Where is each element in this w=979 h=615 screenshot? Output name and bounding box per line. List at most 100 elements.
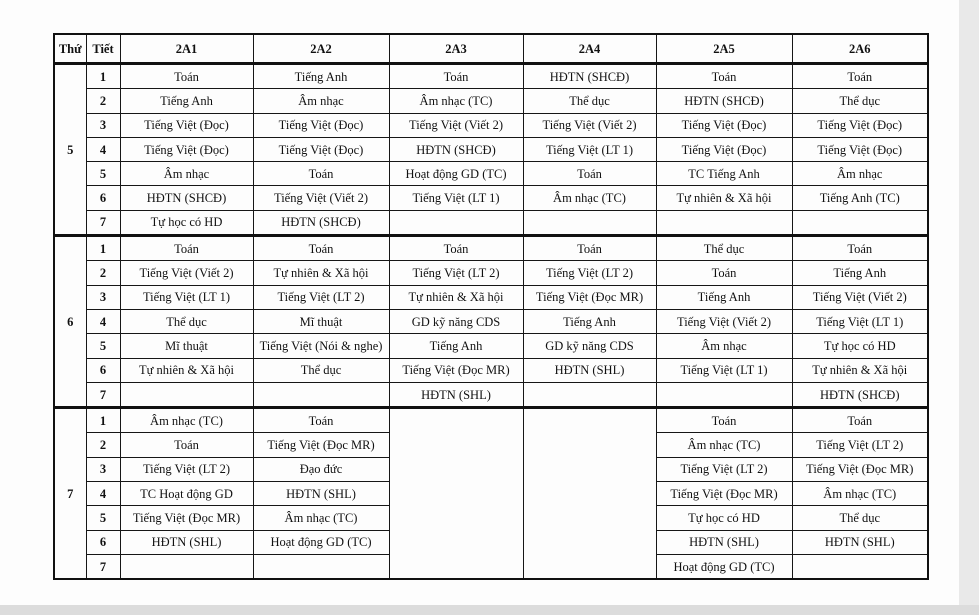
subject-cell: Tiếng Việt (Viết 2) [655, 308, 793, 335]
subject-cell: TC Tiếng Anh [655, 161, 793, 187]
subject-cell: HĐTN (SHL) [522, 357, 657, 383]
bottom-bar [0, 605, 979, 615]
subject-cell: Tiếng Việt (LT 2) [119, 456, 254, 483]
period-cell: 6 [85, 185, 121, 211]
period-cell: 7 [85, 209, 121, 237]
subject-cell: Tiếng Việt (Đọc MR) [388, 357, 524, 383]
table-row: 4 Tiếng Việt (Đọc) Tiếng Việt (Đọc) HĐTN (S… [54, 136, 929, 163]
subject-cell: Mĩ thuật [252, 308, 390, 335]
subject-cell: Tiếng Việt (Viết 2) [119, 260, 254, 286]
subject-cell: Thể dục [522, 88, 657, 114]
table-row: 3 Tiếng Việt (LT 2) Đạo đức Tiếng Việt (LT … [54, 456, 929, 483]
table-row: 3 Tiếng Việt (Đọc) Tiếng Việt (Đọc) Tiếng V… [54, 112, 929, 138]
subject-cell: Âm nhạc [252, 88, 390, 114]
subject-cell: Tiếng Anh [791, 260, 929, 286]
subject-cell: HĐTN (SHL) [655, 529, 793, 555]
subject-cell: HĐTN (SHL) [119, 529, 254, 555]
period-cell: 2 [85, 260, 121, 286]
timetable: Thứ Tiết 2A1 2A2 2A3 2A4 2A5 2A6 5 1 Toán T… [53, 33, 929, 581]
table-row: 5 Tiếng Việt (Đọc MR) Âm nhạc (TC) Tự học c… [54, 505, 929, 531]
scroll-gutter [959, 0, 979, 615]
subject-cell: Tự nhiên & Xã hội [655, 185, 793, 211]
subject-cell: Tiếng Việt (Đọc) [119, 136, 254, 163]
table-row: 7 1 Âm nhạc (TC) Toán Toán Toán [53, 406, 929, 580]
subject-cell: Tiếng Việt (Đọc) [252, 112, 390, 138]
subject-cell: Toán [388, 61, 524, 90]
subject-cell: Tiếng Việt (Đọc) [655, 112, 793, 138]
subject-cell: Toán [522, 161, 657, 187]
table-row: 6 HĐTN (SHCĐ) Tiếng Việt (Viết 2) Tiếng Việ… [54, 185, 929, 211]
table-row: 6 1 Toán Toán Toán Toán Thể dục Toán [53, 234, 929, 409]
subject-cell: Tiếng Việt (Viết 2) [522, 112, 657, 138]
header-day: Thứ [53, 33, 87, 64]
day-cell: 7 [53, 406, 87, 580]
subject-cell: Toán [655, 406, 793, 434]
subject-cell: Thể dục [791, 505, 929, 531]
subject-cell: Tự nhiên & Xã hội [119, 357, 254, 383]
subject-cell: Hoạt động GD (TC) [655, 553, 793, 580]
subject-cell [655, 381, 793, 409]
subject-cell: Tiếng Việt (Đọc) [791, 136, 929, 163]
subject-cell: Tiếng Việt (LT 1) [119, 284, 254, 310]
subject-cell [791, 553, 929, 580]
table-row: 7 Tự học có HD HĐTN (SHCĐ) [54, 209, 929, 237]
subject-cell [522, 381, 657, 409]
table-row: 7 Hoạt động GD (TC) [54, 553, 929, 580]
subject-cell: GD kỹ năng CDS [522, 333, 657, 359]
subject-cell: Tiếng Việt (LT 2) [388, 260, 524, 286]
period-cell: 5 [85, 505, 121, 531]
subject-cell: Tiếng Việt (Đọc) [252, 136, 390, 163]
subject-cell: Tiếng Anh [522, 308, 657, 335]
subject-cell: Tự nhiên & Xã hội [791, 357, 929, 383]
subject-cell: Âm nhạc [655, 333, 793, 359]
subject-cell: Âm nhạc (TC) [252, 505, 390, 531]
subject-cell: Tiếng Việt (LT 2) [791, 432, 929, 458]
period-cell: 5 [85, 161, 121, 187]
period-cell: 4 [85, 308, 121, 335]
subject-cell: Âm nhạc (TC) [655, 432, 793, 458]
subject-cell: Toán [252, 161, 390, 187]
header-class: 2A1 [119, 33, 254, 64]
subject-cell: Tự học có HD [791, 333, 929, 359]
subject-cell [252, 553, 390, 580]
table-row: 3 Tiếng Việt (LT 1) Tiếng Việt (LT 2) Tự nh… [54, 284, 929, 310]
subject-cell: Tự học có HD [655, 505, 793, 531]
period-cell: 2 [85, 432, 121, 458]
subject-cell: Tiếng Việt (Đọc) [791, 112, 929, 138]
period-cell: 4 [85, 136, 121, 163]
period-cell: 1 [85, 234, 121, 262]
subject-cell: HĐTN (SHCĐ) [791, 381, 929, 409]
table-row: 5 Mĩ thuật Tiếng Việt (Nói & nghe) Tiếng An… [54, 333, 929, 359]
header-class: 2A3 [388, 33, 524, 64]
subject-cell: Âm nhạc (TC) [388, 88, 524, 114]
subject-cell: Tiếng Việt (LT 2) [252, 284, 390, 310]
subject-cell: Âm nhạc [119, 161, 254, 187]
subject-cell: Toán [119, 432, 254, 458]
subject-cell: Toán [791, 234, 929, 262]
subject-cell: Âm nhạc (TC) [522, 185, 657, 211]
subject-cell: Tiếng Anh [252, 61, 390, 90]
subject-cell: Tự nhiên & Xã hội [388, 284, 524, 310]
subject-cell: Âm nhạc (TC) [119, 406, 254, 434]
subject-cell [119, 381, 254, 409]
subject-cell: Tiếng Việt (LT 2) [655, 456, 793, 483]
subject-cell [791, 209, 929, 237]
subject-cell: Tiếng Việt (Viết 2) [388, 112, 524, 138]
period-cell: 2 [85, 88, 121, 114]
subject-cell: Tiếng Việt (LT 1) [388, 185, 524, 211]
subject-cell: HĐTN (SHCĐ) [119, 185, 254, 211]
subject-cell: Tiếng Việt (Đọc) [119, 112, 254, 138]
subject-cell [522, 406, 657, 580]
subject-cell: Tiếng Việt (Đọc MR) [522, 284, 657, 310]
header-row: Thứ Tiết 2A1 2A2 2A3 2A4 2A5 2A6 [53, 33, 929, 64]
subject-cell: Thể dục [655, 234, 793, 262]
subject-cell: Toán [522, 234, 657, 262]
period-cell: 7 [85, 381, 121, 409]
subject-cell [522, 209, 657, 237]
subject-cell: Tiếng Việt (LT 1) [655, 357, 793, 383]
subject-cell: HĐTN (SHL) [252, 481, 390, 507]
header-period: Tiết [85, 33, 121, 64]
period-cell: 6 [85, 529, 121, 555]
subject-cell: Toán [252, 234, 390, 262]
subject-cell: Tiếng Việt (Viết 2) [252, 185, 390, 211]
